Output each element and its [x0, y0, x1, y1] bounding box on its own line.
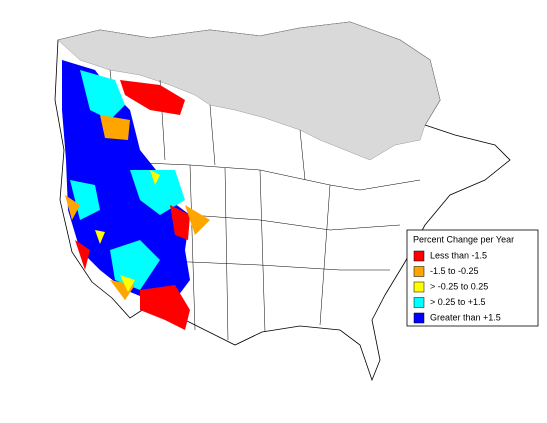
- patch: [62, 60, 190, 300]
- legend-label: > 0.25 to +1.5: [430, 297, 486, 307]
- no-data-region: [57, 21, 441, 161]
- legend-swatch: [413, 297, 425, 308]
- legend-box: [406, 229, 539, 327]
- legend-label: Less than -1.5: [430, 250, 487, 260]
- legend-label: -1.5 to -0.25: [430, 266, 479, 276]
- change-patches: [62, 60, 210, 330]
- border: [74, 159, 421, 191]
- legend-label: > -0.25 to 0.25: [430, 281, 488, 291]
- legend-title: Percent Change per Year: [413, 234, 514, 244]
- legend-swatch: [413, 250, 425, 262]
- legend-swatch: [413, 266, 425, 277]
- patch: [70, 70, 185, 290]
- legend-swatch: [413, 281, 425, 293]
- legend: Percent Change per Year Less than -1.5 -1…: [406, 229, 539, 327]
- patch: [75, 80, 190, 330]
- legend-label: Greater than +1.5: [430, 312, 501, 322]
- legend-swatch: [413, 312, 425, 324]
